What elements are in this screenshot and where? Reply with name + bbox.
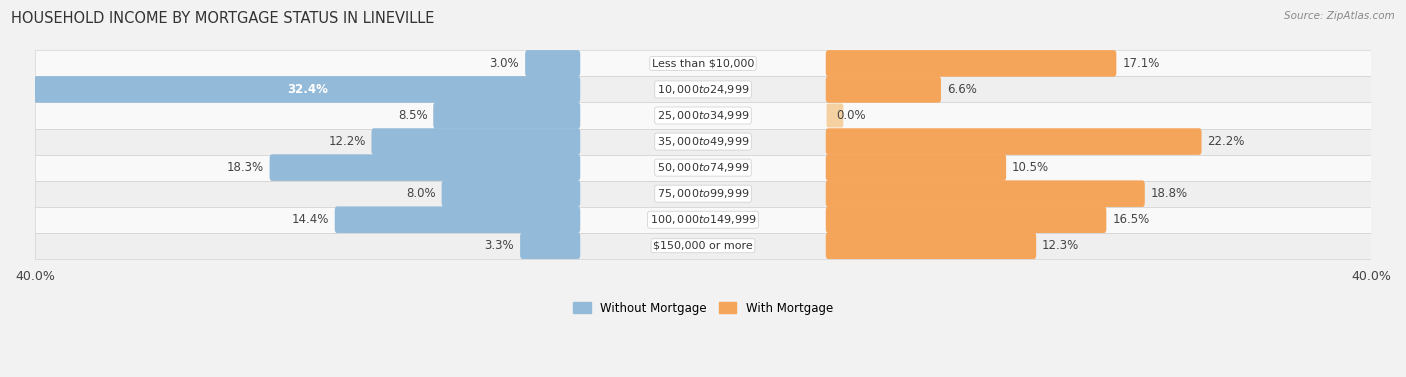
FancyBboxPatch shape (524, 50, 581, 77)
Text: 10.5%: 10.5% (1012, 161, 1049, 174)
Text: 12.2%: 12.2% (328, 135, 366, 148)
FancyBboxPatch shape (270, 154, 581, 181)
Text: $150,000 or more: $150,000 or more (654, 241, 752, 251)
FancyBboxPatch shape (520, 233, 581, 259)
Bar (35, 129, 1371, 155)
Text: 16.5%: 16.5% (1112, 213, 1150, 226)
Bar (35, 207, 1371, 233)
FancyBboxPatch shape (34, 76, 581, 103)
Text: $75,000 to $99,999: $75,000 to $99,999 (657, 187, 749, 200)
FancyBboxPatch shape (335, 207, 581, 233)
Text: 14.4%: 14.4% (291, 213, 329, 226)
Bar (35, 51, 1371, 77)
FancyBboxPatch shape (825, 128, 1202, 155)
Text: $100,000 to $149,999: $100,000 to $149,999 (650, 213, 756, 226)
Text: Source: ZipAtlas.com: Source: ZipAtlas.com (1284, 11, 1395, 21)
Bar (35, 233, 1371, 259)
Text: 6.6%: 6.6% (946, 83, 977, 96)
Text: Less than $10,000: Less than $10,000 (652, 58, 754, 68)
Text: $25,000 to $34,999: $25,000 to $34,999 (657, 109, 749, 122)
Bar (35, 103, 1371, 129)
Text: 3.0%: 3.0% (489, 57, 519, 70)
FancyBboxPatch shape (827, 104, 844, 127)
Bar (35, 181, 1371, 207)
Text: 18.8%: 18.8% (1150, 187, 1188, 200)
Text: 18.3%: 18.3% (226, 161, 264, 174)
FancyBboxPatch shape (825, 180, 1144, 207)
Text: $10,000 to $24,999: $10,000 to $24,999 (657, 83, 749, 96)
Text: 3.3%: 3.3% (485, 239, 515, 252)
Text: $35,000 to $49,999: $35,000 to $49,999 (657, 135, 749, 148)
Text: 8.5%: 8.5% (398, 109, 427, 122)
FancyBboxPatch shape (371, 128, 581, 155)
Bar (35, 77, 1371, 103)
FancyBboxPatch shape (825, 233, 1036, 259)
Text: 32.4%: 32.4% (287, 83, 328, 96)
FancyBboxPatch shape (825, 76, 941, 103)
FancyBboxPatch shape (825, 50, 1116, 77)
Text: 17.1%: 17.1% (1122, 57, 1160, 70)
FancyBboxPatch shape (825, 154, 1007, 181)
Bar (35, 155, 1371, 181)
FancyBboxPatch shape (441, 180, 581, 207)
Legend: Without Mortgage, With Mortgage: Without Mortgage, With Mortgage (568, 297, 838, 319)
FancyBboxPatch shape (825, 207, 1107, 233)
Text: HOUSEHOLD INCOME BY MORTGAGE STATUS IN LINEVILLE: HOUSEHOLD INCOME BY MORTGAGE STATUS IN L… (11, 11, 434, 26)
Text: 22.2%: 22.2% (1208, 135, 1244, 148)
Text: $50,000 to $74,999: $50,000 to $74,999 (657, 161, 749, 174)
Text: 12.3%: 12.3% (1042, 239, 1080, 252)
FancyBboxPatch shape (433, 102, 581, 129)
Text: 8.0%: 8.0% (406, 187, 436, 200)
Text: 0.0%: 0.0% (837, 109, 866, 122)
